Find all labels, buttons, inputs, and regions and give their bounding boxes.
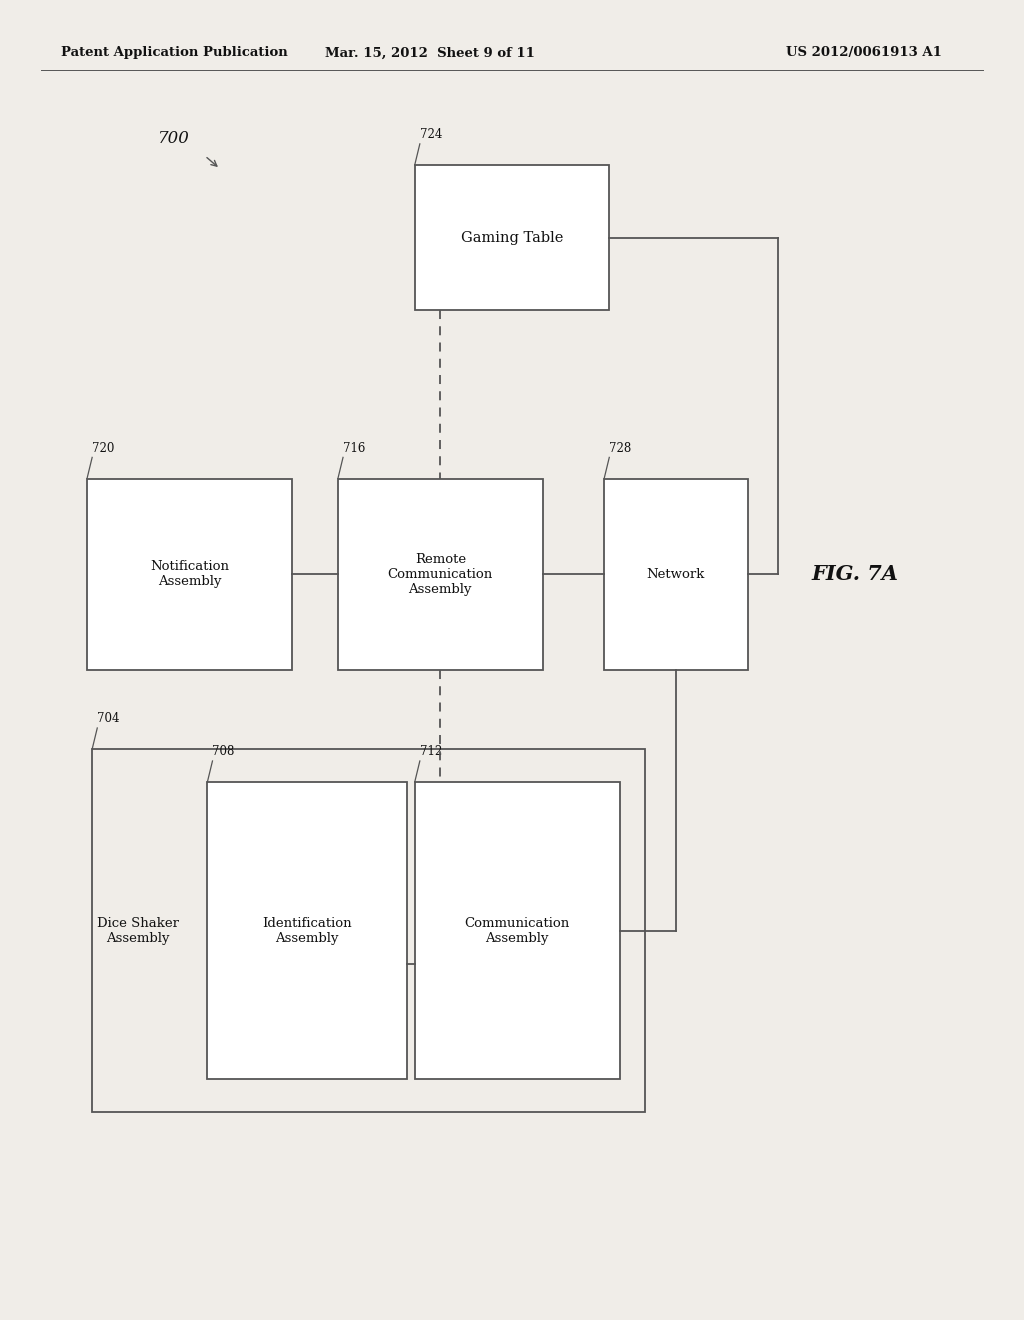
Text: 716: 716 xyxy=(343,442,366,454)
Text: Mar. 15, 2012  Sheet 9 of 11: Mar. 15, 2012 Sheet 9 of 11 xyxy=(326,46,535,59)
Text: Communication
Assembly: Communication Assembly xyxy=(465,916,569,945)
Bar xyxy=(92,748,645,1111)
Bar xyxy=(338,479,543,671)
Bar xyxy=(415,165,609,310)
Text: 704: 704 xyxy=(97,713,120,726)
Text: US 2012/0061913 A1: US 2012/0061913 A1 xyxy=(786,46,942,59)
Text: 712: 712 xyxy=(420,746,442,758)
Text: 728: 728 xyxy=(609,442,632,454)
Text: Notification
Assembly: Notification Assembly xyxy=(150,560,229,589)
Bar xyxy=(87,479,292,671)
Text: 700: 700 xyxy=(158,131,190,147)
Bar xyxy=(415,781,620,1080)
Bar xyxy=(207,781,407,1080)
Bar xyxy=(604,479,748,671)
Text: Network: Network xyxy=(646,568,706,581)
Text: Dice Shaker
Assembly: Dice Shaker Assembly xyxy=(97,916,179,945)
Text: Patent Application Publication: Patent Application Publication xyxy=(61,46,288,59)
Text: FIG. 7A: FIG. 7A xyxy=(812,564,898,585)
Text: Identification
Assembly: Identification Assembly xyxy=(262,916,352,945)
Text: Remote
Communication
Assembly: Remote Communication Assembly xyxy=(388,553,493,595)
Text: 724: 724 xyxy=(420,128,442,141)
Text: 708: 708 xyxy=(213,746,234,758)
Text: 720: 720 xyxy=(92,442,115,454)
Text: Gaming Table: Gaming Table xyxy=(461,231,563,244)
